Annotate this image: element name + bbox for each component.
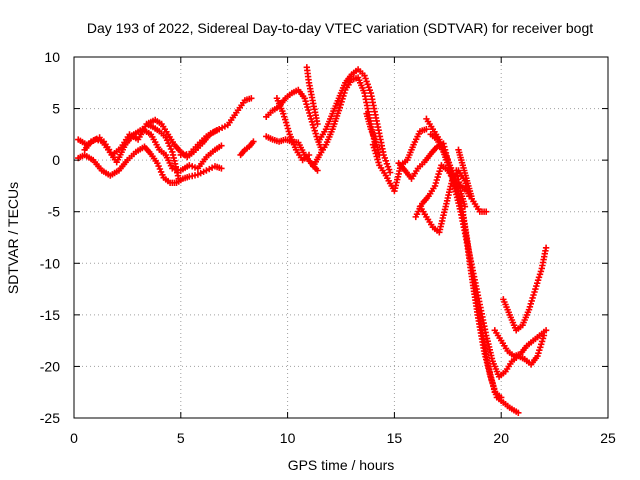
axis-ticks: 0 5 10 15 20 25 -25 -20 -15 -10 -5 0 5 10 [40, 49, 616, 446]
y-tick-label: 5 [52, 101, 60, 117]
chart-title: Day 193 of 2022, Sidereal Day-to-day VTE… [87, 20, 593, 36]
data-point-markers [273, 95, 313, 164]
y-tick-label: 0 [52, 152, 60, 168]
plot-frame [73, 56, 609, 419]
data-series-13 [369, 126, 430, 195]
grid-lines [74, 57, 608, 418]
y-tick-label: -10 [40, 255, 60, 271]
data-point-markers [451, 182, 548, 380]
data-series-9 [303, 64, 321, 128]
data-series-23 [500, 244, 550, 334]
y-tick-label: -20 [40, 358, 60, 374]
data-series-19 [451, 182, 548, 380]
data-series-20 [453, 167, 469, 210]
y-axis-label: SDTVAR / TECUs [5, 182, 21, 294]
data-point-markers [81, 126, 225, 174]
data-series-10 [316, 66, 394, 176]
data-point-markers [237, 138, 257, 159]
data-point-markers [491, 327, 550, 360]
x-tick-label: 0 [70, 430, 78, 446]
x-tick-label: 25 [600, 430, 616, 446]
data-point-markers [455, 146, 475, 200]
data-series-2 [81, 126, 225, 174]
data-series-1 [75, 143, 225, 186]
x-tick-label: 15 [387, 430, 403, 446]
data-series-12 [363, 110, 383, 159]
x-tick-label: 20 [493, 430, 509, 446]
y-tick-label: -5 [48, 204, 61, 220]
data-point-markers [363, 110, 383, 159]
data-series-8 [273, 95, 313, 164]
data-point-markers [316, 66, 394, 176]
data-series-5 [237, 138, 257, 159]
data-point-markers [369, 126, 430, 195]
y-tick-label: -15 [40, 307, 60, 323]
data-point-markers [177, 126, 223, 159]
x-tick-label: 5 [177, 430, 185, 446]
data-series-21 [455, 146, 475, 200]
data-series-22 [491, 327, 550, 360]
x-tick-label: 10 [280, 430, 296, 446]
data-series [75, 64, 550, 416]
data-series-4 [177, 126, 223, 159]
y-tick-label: -25 [40, 410, 60, 426]
data-point-markers [453, 167, 469, 210]
data-point-markers [500, 244, 550, 334]
x-axis-label: GPS time / hours [288, 457, 395, 473]
data-point-markers [75, 143, 225, 186]
data-point-markers [303, 64, 321, 128]
y-tick-label: 10 [44, 49, 60, 65]
